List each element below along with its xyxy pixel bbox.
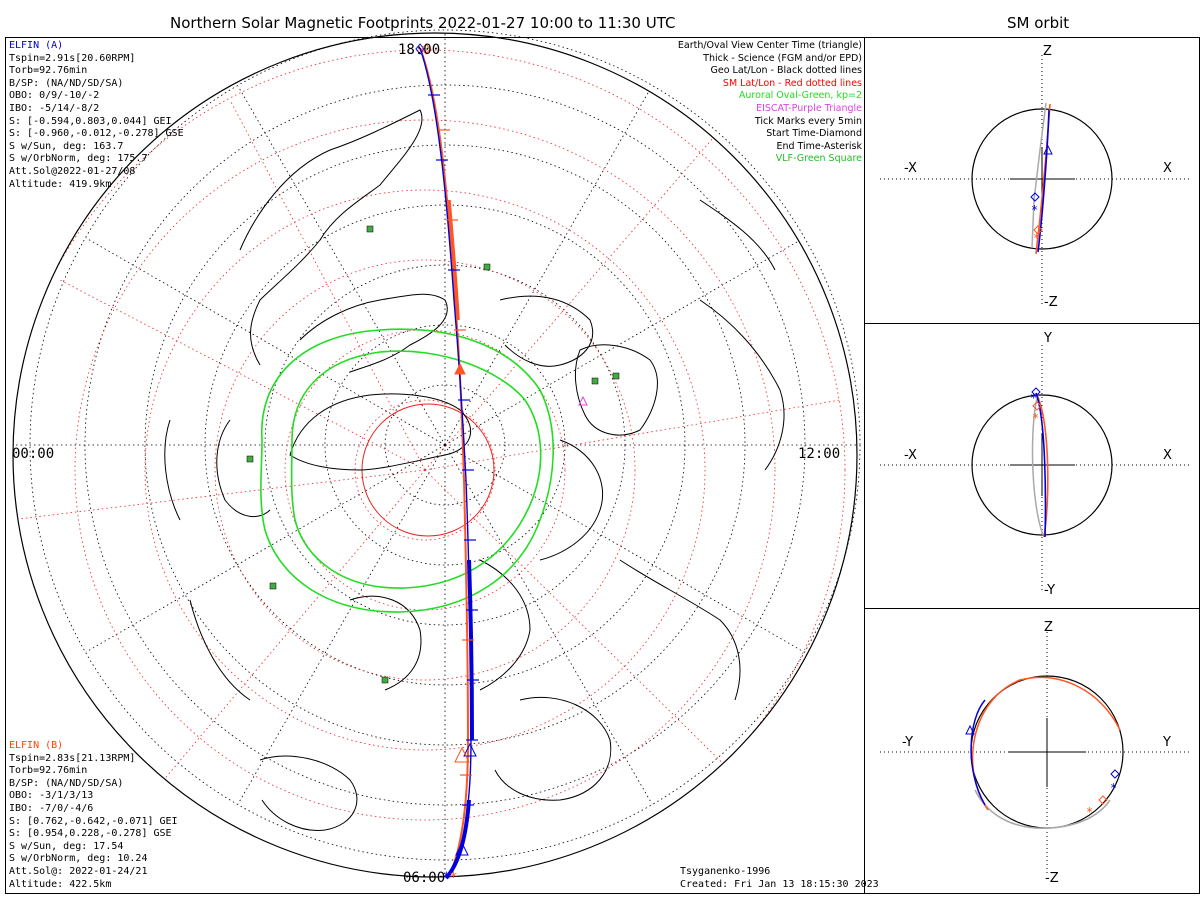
legend-item: Start Time-Diamond bbox=[766, 128, 862, 140]
label-00: 00:00 bbox=[12, 446, 55, 462]
eiscat-marker bbox=[578, 395, 588, 406]
map-legend: Earth/Oval View Center Time (triangle) Th… bbox=[678, 40, 862, 166]
elfin-b-line: Altitude: 422.5km bbox=[9, 878, 112, 890]
earth-boundary bbox=[12, 32, 858, 878]
coastlines bbox=[164, 109, 785, 831]
elfin-b-start-diamond bbox=[421, 43, 431, 55]
sm-latitude-grid bbox=[13, 49, 846, 877]
legend-item: VLF-Green Square bbox=[775, 153, 862, 165]
elfin-b-line: OBO: -3/1/3/13 bbox=[9, 790, 94, 802]
svg-text:*: * bbox=[1032, 411, 1039, 425]
orbit-title: SM orbit bbox=[1007, 14, 1070, 32]
elfin-a-info: ELFIN (A) Tspin=2.91s[20.60RPM] Torb=92.… bbox=[9, 40, 184, 191]
sm-polar-circle bbox=[361, 403, 495, 537]
elfin-a-line: OBO: 0/9/-10/-2 bbox=[9, 90, 100, 102]
orbit-p2-right: X bbox=[1163, 448, 1172, 463]
legend-item: Earth/Oval View Center Time (triangle) bbox=[677, 40, 862, 51]
orbit-p3-top: Z bbox=[1044, 620, 1053, 635]
elfin-b-info: ELFIN (B) Tspin=2.83s[21.13RPM] Torb=92.… bbox=[9, 740, 178, 891]
legend-item: Tick Marks every 5min bbox=[754, 115, 862, 127]
elfin-b-triangle-2 bbox=[454, 362, 466, 375]
legend-item: SM Lat/Lon - Red dotted lines bbox=[722, 77, 862, 89]
footer: Tsyganenko-1996 Created: Fri Jan 13 18:1… bbox=[680, 866, 879, 891]
orbit-panel-yz: * * bbox=[880, 632, 1190, 875]
model-label: Tsyganenko-1996 bbox=[680, 866, 771, 877]
elfin-b-line: S w/OrbNorm, deg: 10.24 bbox=[9, 853, 148, 865]
elfin-b-end-asterisk: * bbox=[450, 870, 457, 886]
elfin-b-tick-marks bbox=[438, 129, 474, 776]
elfin-b-line: Tspin=2.83s[21.13RPM] bbox=[9, 752, 136, 764]
svg-text:*: * bbox=[1086, 805, 1093, 819]
orbit-p3-right: Y bbox=[1163, 735, 1171, 750]
elfin-b-line: IBO: -7/0/-4/6 bbox=[9, 802, 94, 814]
label-18: 18:00 bbox=[398, 42, 441, 58]
svg-text:*: * bbox=[1030, 391, 1037, 405]
elfin-a-line: S: [-0.594,0.803,0.044] GEI bbox=[9, 115, 172, 127]
orbit-p1-bottom: -Z bbox=[1044, 295, 1058, 310]
elfin-b-line: S w/Sun, deg: 17.54 bbox=[9, 840, 124, 852]
elfin-a-line: B/SP: (NA/ND/SD/SA) bbox=[9, 77, 124, 89]
elfin-b-center-triangle bbox=[454, 746, 470, 763]
elfin-b-line: S: [0.762,-0.642,-0.071] GEI bbox=[9, 815, 178, 827]
elfin-a-line: S w/OrbNorm, deg: 175.7 bbox=[9, 153, 148, 165]
elfin-a-center-triangle bbox=[463, 742, 477, 757]
orbit-panel-xz: * * bbox=[880, 55, 1190, 305]
elfin-a-line: Torb=92.76min bbox=[9, 65, 88, 77]
svg-text:*: * bbox=[1033, 231, 1040, 245]
elfin-b-name: ELFIN (B) bbox=[9, 740, 64, 751]
elfin-a-start-diamond bbox=[415, 43, 425, 55]
polar-map: * * bbox=[12, 29, 861, 886]
elfin-a-line: Altitude: 419.9km bbox=[9, 178, 112, 190]
elfin-a-track bbox=[419, 47, 472, 879]
orbit-p2-left: -X bbox=[904, 448, 917, 463]
elfin-a-name: ELFIN (A) bbox=[9, 40, 64, 51]
label-12: 12:00 bbox=[798, 446, 841, 462]
geo-longitude-grid bbox=[13, 33, 857, 877]
elfin-b-line: B/SP: (NA/ND/SD/SA) bbox=[9, 777, 124, 789]
orbit-panel-xy: * * bbox=[880, 345, 1190, 590]
elfin-b-line: S: [0.954,0.228,-0.278] GSE bbox=[9, 828, 172, 840]
orbit-p3-left: -Y bbox=[902, 735, 914, 750]
svg-text:*: * bbox=[1031, 203, 1038, 217]
elfin-a-science-2 bbox=[444, 799, 471, 880]
elfin-b-line: Torb=92.76min bbox=[9, 765, 88, 777]
legend-item: Thick - Science (FGM and/or EPD) bbox=[703, 52, 862, 64]
elfin-b-line: Att.Sol@: 2022-01-24/21 bbox=[9, 865, 148, 877]
legend-item: EISCAT-Purple Triangle bbox=[756, 102, 862, 114]
legend-item: Geo Lat/Lon - Black dotted lines bbox=[710, 65, 862, 77]
orbit-p3-bottom: -Z bbox=[1045, 871, 1059, 886]
auroral-oval bbox=[260, 328, 554, 613]
orbit-p1-left: -X bbox=[904, 161, 917, 176]
created-label: Created: Fri Jan 13 18:15:30 2023 bbox=[680, 878, 879, 890]
orbit-p1-right: X bbox=[1163, 161, 1172, 176]
elfin-a-science bbox=[467, 559, 474, 741]
elfin-b-track bbox=[419, 47, 470, 879]
elfin-a-line: Tspin=2.91s[20.60RPM] bbox=[9, 52, 136, 64]
legend-item: Auroral Oval-Green, kp=2 bbox=[738, 90, 862, 102]
elfin-b-science bbox=[447, 199, 460, 321]
vlf-markers bbox=[246, 225, 620, 684]
elfin-a-line: IBO: -5/14/-8/2 bbox=[9, 102, 100, 114]
elfin-a-line: Att.Sol@2022-01-27/08 bbox=[9, 165, 136, 177]
sm-longitude-grid bbox=[13, 99, 841, 821]
track-tick-marks bbox=[428, 94, 479, 806]
elfin-a-end-asterisk: * bbox=[443, 870, 450, 886]
orbit-p2-top: Y bbox=[1044, 331, 1052, 346]
legend-item: End Time-Asterisk bbox=[776, 140, 862, 152]
orbit-p1-top: Z bbox=[1043, 44, 1052, 59]
svg-text:*: * bbox=[1110, 781, 1117, 795]
elfin-a-triangle-2 bbox=[455, 841, 469, 856]
label-06: 06:00 bbox=[403, 870, 446, 886]
orbit-p2-bottom: -Y bbox=[1044, 583, 1056, 598]
elfin-a-line: S: [-0.960,-0.012,-0.278] GSE bbox=[9, 128, 184, 140]
map-title: Northern Solar Magnetic Footprints 2022-… bbox=[170, 14, 676, 32]
elfin-a-line: S w/Sun, deg: 163.7 bbox=[9, 140, 124, 152]
